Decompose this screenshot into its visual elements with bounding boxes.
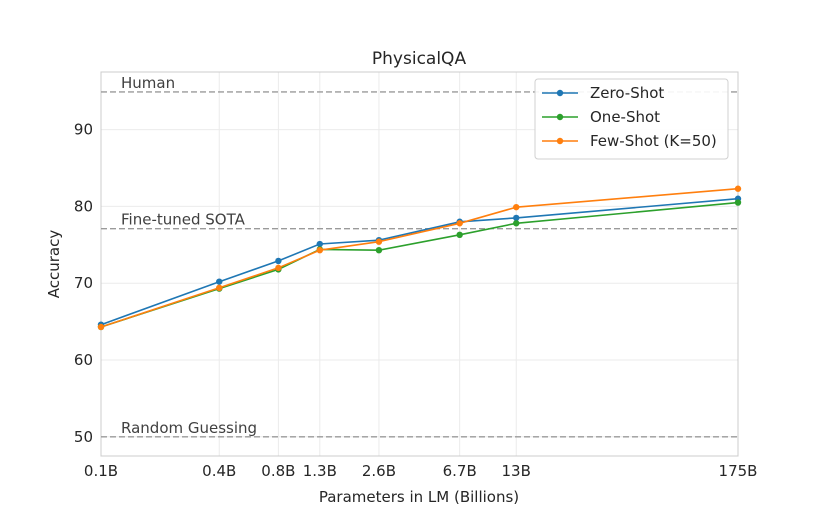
data-point [216, 278, 223, 285]
legend-swatch-marker [556, 137, 564, 145]
data-point [513, 203, 520, 211]
y-axis-label: Accuracy [45, 230, 63, 299]
x-tick-labels: 0.1B 0.4B 0.8B 1.3B 2.6B 6.7B 13B 175B [84, 462, 758, 480]
legend-label: Few-Shot (K=50) [590, 132, 717, 150]
reference-line-label: Random Guessing [121, 419, 257, 437]
reference-lines: Human Fine-tuned SOTA Random Guessing [101, 74, 738, 438]
series-group [97, 185, 742, 331]
x-tick-label: 6.7B [443, 462, 477, 480]
x-axis-label: Parameters in LM (Billions) [319, 488, 519, 506]
y-tick-label: 90 [74, 121, 93, 139]
data-point [316, 246, 324, 254]
x-tick-label: 13B [502, 462, 531, 480]
chart-title: PhysicalQA [372, 49, 467, 69]
y-tick-label: 80 [74, 197, 93, 215]
data-point [513, 220, 520, 227]
data-point [375, 238, 383, 245]
data-point [456, 220, 463, 227]
series-line [100, 187, 739, 328]
y-tick-labels: 50 60 70 80 90 [74, 121, 93, 446]
data-point [275, 257, 282, 265]
data-point [316, 240, 324, 248]
legend-swatch-marker [556, 89, 564, 97]
x-tick-label: 1.3B [303, 462, 337, 480]
y-tick-label: 60 [74, 351, 93, 369]
legend-swatch-marker [556, 113, 564, 121]
x-tick-label: 0.8B [261, 462, 295, 480]
y-tick-label: 70 [74, 274, 93, 292]
data-point [513, 214, 520, 222]
data-point [734, 199, 742, 206]
legend-label: Zero-Shot [590, 84, 664, 102]
series-line [100, 197, 739, 326]
legend-box [534, 78, 729, 160]
reference-line-label: Human [121, 74, 175, 92]
y-tick-label: 50 [74, 428, 93, 446]
data-point [216, 284, 223, 292]
legend-label: One-Shot [590, 108, 660, 126]
plot-area-frame [100, 71, 739, 457]
data-point [734, 185, 742, 192]
x-tick-label: 2.6B [362, 462, 396, 480]
legend: Zero-Shot One-Shot Few-Shot (K=50) [534, 78, 729, 160]
series-line [100, 201, 739, 328]
x-tick-label: 0.4B [202, 462, 236, 480]
data-point [375, 246, 383, 254]
x-tick-label: 175B [719, 462, 758, 480]
data-point [275, 264, 282, 272]
reference-line-label: Fine-tuned SOTA [121, 211, 246, 229]
x-tick-label: 0.1B [84, 462, 118, 480]
data-point [97, 323, 105, 331]
data-point [456, 231, 463, 239]
series-layer [97, 185, 742, 331]
